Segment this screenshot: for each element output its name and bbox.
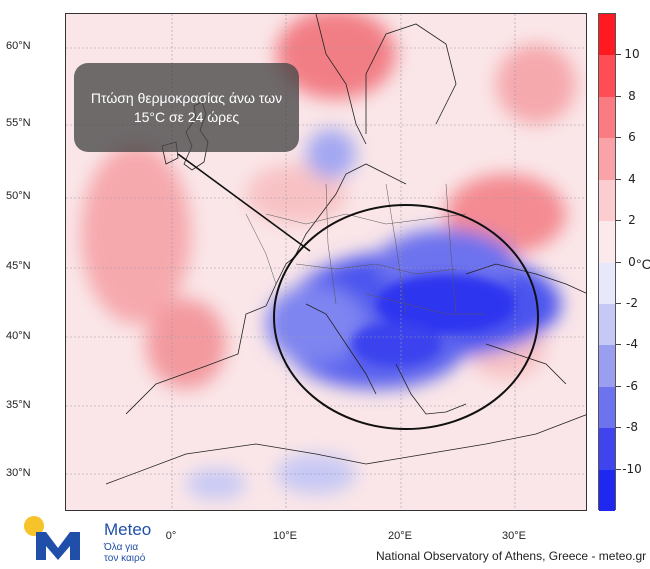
colorbar-segment <box>599 179 615 222</box>
colorbar-segment <box>599 14 615 56</box>
anomaly-field <box>81 14 576 499</box>
colorbar-segment <box>599 428 615 471</box>
colorbar-tick-label: 6 <box>628 130 636 145</box>
lat-label-30n: 30°N <box>6 467 31 479</box>
colorbar-tick-mark <box>616 385 621 387</box>
colorbar-unit: °C <box>636 256 650 272</box>
lat-label-45n: 45°N <box>6 260 31 272</box>
colorbar-segment <box>599 138 615 181</box>
colorbar-tick-label: 0 <box>628 254 636 269</box>
callout-box: Πτώση θερμοκρασίας άνω των 15°C σε 24 ώρ… <box>74 63 299 152</box>
colorbar-tick-label: 10 <box>624 47 640 62</box>
colorbar-tick-label: 8 <box>628 88 636 103</box>
colorbar-tick-mark <box>616 137 621 139</box>
lat-label-60n: 60°N <box>6 40 31 52</box>
brand-name: Meteo <box>104 520 152 539</box>
lat-label-55n: 55°N <box>6 117 31 129</box>
credit-text: National Observatory of Athens, Greece -… <box>376 549 647 563</box>
lon-label-10e: 10°E <box>273 530 297 542</box>
colorbar-tick-mark <box>616 220 621 222</box>
colorbar-tick-mark <box>616 54 621 56</box>
meteo-logo <box>24 516 80 560</box>
colorbar-segment <box>599 303 615 346</box>
colorbar-tick-label: -10 <box>622 461 642 476</box>
colorbar-tick-mark <box>616 95 621 97</box>
colorbar-tick-label: -4 <box>626 337 638 352</box>
colorbar-segment <box>599 96 615 139</box>
colorbar-tick-mark <box>616 344 621 346</box>
colorbar-segment <box>599 262 615 305</box>
colorbar-tick-mark <box>616 261 621 263</box>
country-borders <box>245 183 486 315</box>
colorbar-segment <box>599 345 615 388</box>
lat-label-50n: 50°N <box>6 190 31 202</box>
m-letter-icon <box>36 532 80 560</box>
colorbar-tick-mark <box>616 178 621 180</box>
colorbar-tick-label: -2 <box>626 295 638 310</box>
tagline-line-2: τον καιρό <box>104 553 146 564</box>
callout-arrow <box>177 153 311 252</box>
lat-label-35n: 35°N <box>6 399 31 411</box>
lon-label-30e: 30°E <box>502 530 526 542</box>
colorbar-tick-label: -6 <box>626 378 638 393</box>
colorbar-tick-mark <box>616 302 621 304</box>
colorbar-tick-label: -8 <box>626 420 638 435</box>
colorbar-tick-mark <box>616 468 621 470</box>
brand-tagline: Όλα για τον καιρό <box>104 542 145 564</box>
colorbar-segment <box>599 221 615 263</box>
sun-icon <box>24 516 44 536</box>
colorbar-tick-mark <box>616 427 621 429</box>
lon-label-20e: 20°E <box>388 530 412 542</box>
colorbar-segment <box>599 55 615 98</box>
lon-label-0: 0° <box>165 530 177 542</box>
colorbar-tick-label: 4 <box>628 171 636 186</box>
highlight-ellipse <box>273 204 539 430</box>
colorbar-segment <box>599 469 615 512</box>
callout-text: Πτώση θερμοκρασίας άνω των 15°C σε 24 ώρ… <box>90 89 283 125</box>
colorbar <box>598 13 616 512</box>
tagline-line-1: Όλα για <box>104 542 139 553</box>
lat-label-40n: 40°N <box>6 330 31 342</box>
colorbar-segment <box>599 386 615 429</box>
colorbar-tick-label: 2 <box>628 213 636 228</box>
